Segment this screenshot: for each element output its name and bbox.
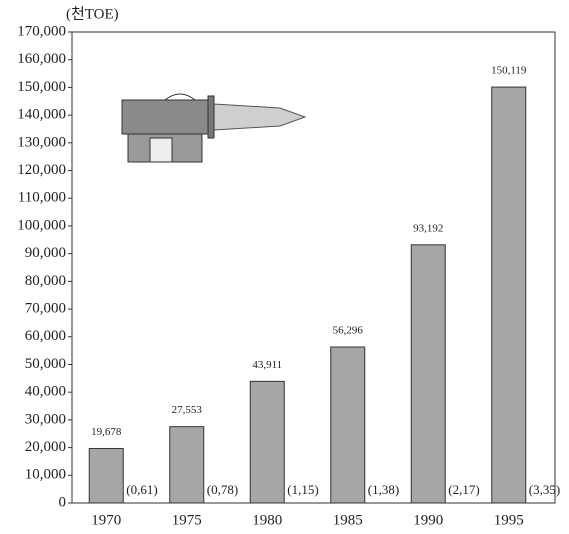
note-label: (0,78) <box>207 482 238 497</box>
y-tick-label: 80,000 <box>25 273 66 289</box>
bar <box>249 380 285 504</box>
bar <box>330 346 366 504</box>
decorative-icon <box>121 93 307 163</box>
bar <box>410 244 446 504</box>
y-tick-label: 170,000 <box>17 23 66 39</box>
value-label: 150,119 <box>491 65 527 77</box>
y-tick-label: 20,000 <box>25 439 66 455</box>
x-tick-label: 1995 <box>494 512 524 528</box>
x-tick-label: 1990 <box>413 512 443 528</box>
note-label: (1,15) <box>287 482 318 497</box>
y-tick-label: 150,000 <box>17 79 66 95</box>
bar <box>491 86 527 504</box>
value-label: 43,911 <box>252 359 282 371</box>
y-tick-label: 40,000 <box>25 384 66 400</box>
y-tick-label: 0 <box>59 494 67 510</box>
y-tick-label: 160,000 <box>17 51 66 67</box>
x-tick-label: 1985 <box>333 512 363 528</box>
y-tick-label: 120,000 <box>17 162 66 178</box>
value-label: 19,678 <box>91 426 122 438</box>
y-tick-label: 50,000 <box>25 356 66 372</box>
plot-frame <box>71 31 556 504</box>
x-tick-label: 1980 <box>252 512 282 528</box>
y-tick-label: 130,000 <box>17 134 66 150</box>
value-label: 93,192 <box>413 222 443 234</box>
value-label: 56,296 <box>333 325 364 337</box>
y-tick-label: 110,000 <box>18 190 66 206</box>
note-label: (0,61) <box>126 482 157 497</box>
x-tick-label: 1970 <box>91 512 121 528</box>
x-tick-label: 1975 <box>172 512 202 528</box>
value-label: 27,553 <box>172 404 203 416</box>
bar <box>169 426 205 504</box>
y-axis-label: (천TOE) <box>66 5 119 22</box>
y-tick-label: 70,000 <box>25 300 66 316</box>
note-label: (1,38) <box>368 482 399 497</box>
y-tick-label: 100,000 <box>17 217 66 233</box>
note-label: (3,35) <box>529 482 560 497</box>
note-label: (2,17) <box>448 482 479 497</box>
y-tick-label: 140,000 <box>17 107 66 123</box>
y-tick-label: 10,000 <box>25 467 66 483</box>
y-tick-label: 60,000 <box>25 328 66 344</box>
bar <box>88 447 124 504</box>
y-tick-label: 30,000 <box>25 411 66 427</box>
y-tick-label: 90,000 <box>25 245 66 261</box>
